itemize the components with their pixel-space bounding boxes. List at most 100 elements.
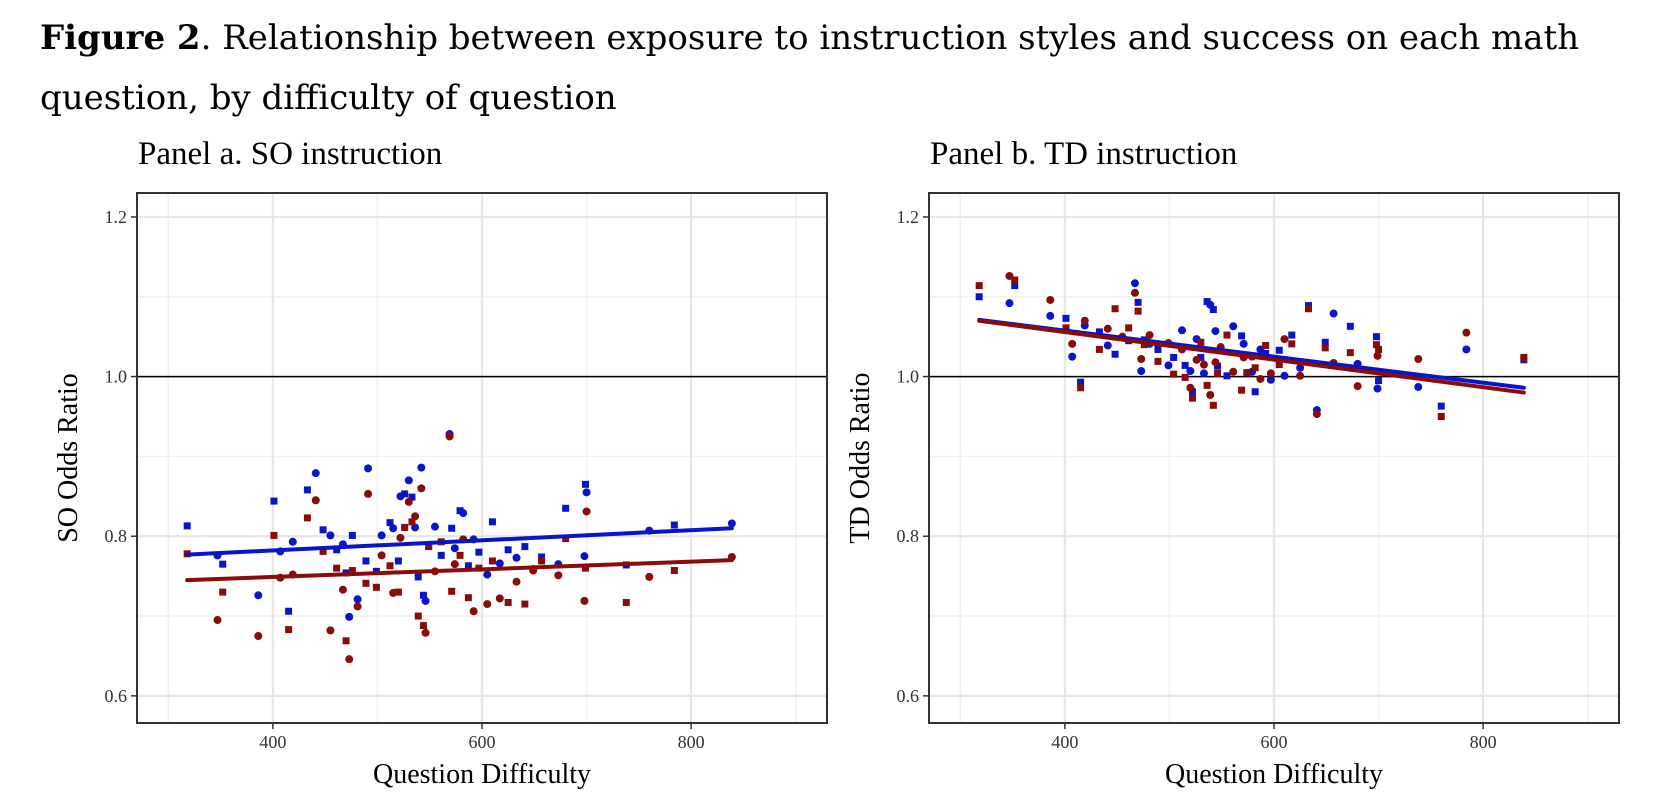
panel-b-point-blue (1111, 350, 1119, 358)
panel-b-frame (928, 192, 1620, 724)
panel-b-point-red (1321, 344, 1329, 352)
panel-b-point-blue (1280, 371, 1289, 380)
panel-a-point-blue (270, 497, 278, 505)
panel-a-point-blue (288, 537, 297, 546)
panel-a-point-blue (483, 570, 492, 579)
panel-b-point-red (1296, 371, 1305, 380)
panel-a-point-red (521, 600, 529, 608)
panel-a-point-blue (450, 544, 459, 553)
panel-b-x-tick-label: 800 (1470, 732, 1497, 752)
panel-b-point-red (1520, 353, 1528, 361)
panel-a-point-blue (404, 476, 413, 485)
panel-a-point-red (404, 497, 413, 506)
panel-a-x-tick-label: 800 (678, 732, 705, 752)
panel-a-point-blue (504, 546, 512, 554)
panel-b-y-tick-label: 1.0 (897, 367, 920, 387)
panel-b-point-blue (1154, 345, 1162, 353)
panel-b-point-blue (1329, 309, 1338, 318)
panel-b-point-blue (1223, 372, 1231, 380)
panel-a-point-blue (348, 531, 356, 539)
panel-a-point-blue (183, 522, 191, 530)
panel-a-point-red (445, 432, 454, 441)
panel-b-point-red (1186, 383, 1195, 392)
panel-a-point-red (421, 628, 430, 637)
panel-b-point-blue (1321, 338, 1329, 346)
panel-a-point-blue (437, 551, 445, 559)
panel-a-x-axis-title: Question Difficulty (373, 759, 591, 790)
panel-a-frame (136, 192, 828, 724)
panel-a-point-red (622, 598, 630, 606)
panel-a-point-red (319, 547, 327, 555)
panel-a-fit-line-blue (185, 526, 734, 557)
panel-a-point-blue (430, 522, 439, 531)
panel-a-point-blue (319, 526, 327, 534)
panel-b-point-blue (1203, 298, 1211, 306)
panel-b-point-red (1251, 364, 1259, 372)
panel-b-point-red (1223, 331, 1231, 339)
panel-a-y-tick-label: 0.6 (105, 686, 128, 706)
panel-a-point-red (645, 572, 654, 581)
panel-b-point-red (1080, 316, 1089, 325)
panel-a-point-red (580, 596, 589, 605)
panel-b-point-red (975, 282, 983, 290)
panel-b-x-tick-label: 600 (1261, 732, 1288, 752)
panel-a-point-red (448, 587, 456, 595)
panel-a-point-red (562, 535, 570, 543)
panel-a-point-red (372, 583, 380, 591)
panel-a-point-red (483, 600, 492, 609)
panel-a-point-red (386, 562, 394, 570)
panel-b-point-blue (1346, 322, 1354, 330)
panel-a-point-blue (670, 521, 678, 529)
panel-a-y-tick-label: 0.8 (105, 526, 128, 546)
panel-a-point-blue (411, 523, 420, 532)
panel-a-point-blue (362, 557, 370, 565)
panel-b-point-blue (1211, 327, 1220, 336)
panel-b-point-blue (1137, 366, 1146, 375)
panel-a-point-blue (538, 553, 546, 561)
panel-b-point-red (1046, 295, 1055, 304)
panel-a-x-tick-label: 600 (469, 732, 496, 752)
panel-b-point-blue (1375, 377, 1383, 385)
panel-a-y-axis-title: SO Odds Ratio (53, 373, 84, 543)
panel-a-title: Panel a. SO instruction (138, 136, 443, 172)
panel-a-point-red (364, 489, 373, 498)
panel-a-point-red (377, 551, 386, 560)
panel-b-point-red (1462, 328, 1471, 337)
panel-a-point-blue (464, 562, 472, 570)
panel-a-point-red (326, 626, 335, 635)
panel-a-point-blue (488, 518, 496, 526)
panel-b-point-red (1170, 370, 1178, 378)
panel-b-point-blue (1170, 353, 1178, 361)
panel-b-point-red (1243, 369, 1251, 377)
panel-a-point-blue (326, 531, 335, 540)
panel-b-y-tick-label: 0.8 (897, 526, 920, 546)
panel-a-x-tick-label: 400 (259, 732, 286, 752)
panel-a-y-tick-label: 1.2 (105, 207, 128, 227)
panel-b-point-blue (1296, 363, 1305, 372)
panel-a-point-red (270, 531, 278, 539)
panel-a-point-blue (303, 486, 311, 494)
panel-b-y-axis-title: TD Odds Ratio (845, 372, 876, 543)
panel-a-point-blue (727, 519, 736, 528)
panel-a-point-blue (386, 519, 394, 527)
panel-a-point-red (538, 557, 546, 565)
panel-a-point-red (285, 626, 293, 634)
panel-a-point-red (213, 616, 222, 625)
panel-b-point-blue (1197, 353, 1205, 361)
panel-b-point-red (1192, 355, 1201, 364)
panel-a-point-red (411, 512, 420, 521)
panel-b-point-blue (1046, 311, 1055, 320)
panel-a-point-blue (408, 493, 416, 501)
panel-b-point-red (1140, 341, 1148, 349)
panel-b-point-red (1312, 410, 1321, 419)
panel-a-point-blue (521, 543, 529, 551)
panel-b-point-blue (1437, 402, 1445, 410)
panel-a-point-blue (448, 524, 456, 532)
panel-b-point-blue (1414, 382, 1423, 391)
panel-b-point-blue (1462, 345, 1471, 354)
panel-b-point-blue (1275, 346, 1283, 354)
panel-b-point-blue (1068, 352, 1077, 361)
panel-a-point-red (464, 594, 472, 602)
panel-a-point-red (469, 607, 478, 616)
